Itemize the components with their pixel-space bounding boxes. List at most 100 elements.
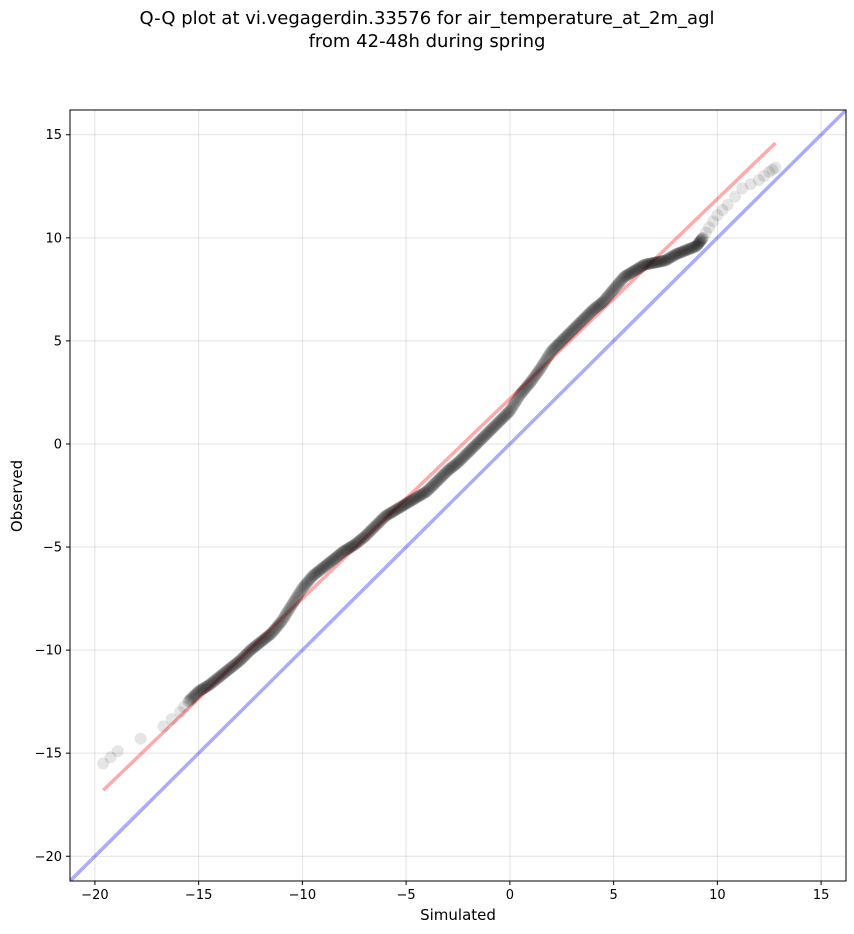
qq-point	[681, 243, 694, 256]
qq-point	[517, 384, 530, 397]
qq-point	[388, 504, 401, 517]
qq-point	[292, 587, 305, 600]
qq-point	[548, 341, 561, 354]
qq-point	[662, 252, 675, 265]
qq-point	[266, 625, 279, 638]
qq-point	[223, 662, 236, 675]
qq-point	[687, 241, 700, 254]
qq-point	[736, 182, 749, 195]
qq-point	[635, 260, 648, 273]
qq-point	[204, 677, 217, 690]
qq-point	[434, 471, 447, 484]
qq-point	[310, 567, 323, 580]
qq-point	[472, 435, 485, 448]
qq-point	[567, 322, 580, 335]
qq-point	[675, 245, 688, 258]
qq-point	[523, 377, 536, 390]
qq-point	[676, 245, 689, 258]
qq-point	[228, 659, 241, 672]
qq-point	[425, 481, 438, 494]
qq-point	[247, 642, 260, 655]
qq-point	[521, 380, 534, 393]
qq-point	[191, 686, 204, 699]
qq-point	[449, 458, 462, 471]
qq-point	[414, 488, 427, 501]
qq-point	[524, 376, 537, 389]
qq-point	[437, 469, 450, 482]
qq-point	[406, 494, 419, 507]
qq-point	[374, 515, 387, 528]
qq-point	[541, 350, 554, 363]
qq-point	[443, 463, 456, 476]
qq-point	[332, 549, 345, 562]
qq-point	[431, 475, 444, 488]
qq-point	[578, 312, 591, 325]
qq-point	[329, 552, 342, 565]
qq-point	[611, 279, 624, 292]
qq-point	[580, 309, 593, 322]
qq-point	[451, 457, 464, 470]
qq-point	[341, 543, 354, 556]
qq-point	[266, 626, 279, 639]
qq-point	[348, 538, 361, 551]
qq-point	[446, 460, 459, 473]
qq-point	[450, 457, 463, 470]
qq-point	[409, 492, 422, 505]
qq-point	[322, 557, 335, 570]
qq-point	[648, 256, 661, 269]
qq-point	[343, 542, 356, 555]
qq-point	[209, 673, 222, 686]
qq-point	[331, 549, 344, 562]
qq-point	[532, 365, 545, 378]
qq-point	[512, 391, 525, 404]
qq-point	[433, 472, 446, 485]
qq-point	[432, 474, 445, 487]
qq-point	[462, 446, 475, 459]
qq-point	[263, 628, 276, 641]
qq-point	[518, 383, 531, 396]
qq-point	[235, 653, 248, 666]
qq-point	[546, 344, 559, 357]
qq-point	[424, 481, 437, 494]
qq-point	[586, 304, 599, 317]
qq-point	[592, 299, 605, 312]
qq-point	[227, 659, 240, 672]
y-tick-label: 0	[54, 437, 62, 452]
qq-point	[336, 546, 349, 559]
qq-point	[305, 571, 318, 584]
qq-point	[364, 524, 377, 537]
qq-point	[237, 650, 250, 663]
qq-point	[471, 436, 484, 449]
qq-point	[464, 444, 477, 457]
qq-point	[267, 624, 280, 637]
qq-point	[658, 254, 671, 267]
qq-point	[492, 416, 505, 429]
qq-point	[318, 560, 331, 573]
qq-point	[351, 536, 364, 549]
qq-point	[439, 466, 452, 479]
qq-point	[542, 349, 555, 362]
qq-point	[235, 652, 248, 665]
qq-point	[371, 517, 384, 530]
qq-point	[250, 639, 263, 652]
qq-point	[193, 684, 206, 697]
qq-point	[200, 680, 213, 693]
qq-point	[244, 644, 257, 657]
qq-point	[246, 642, 259, 655]
qq-point	[490, 417, 503, 430]
qq-point	[637, 259, 650, 272]
qq-point	[240, 648, 253, 661]
qq-point	[649, 256, 662, 269]
qq-point	[420, 485, 433, 498]
qq-point	[404, 495, 417, 508]
qq-point	[221, 664, 234, 677]
qq-point	[529, 368, 542, 381]
qq-point	[691, 239, 704, 252]
qq-point	[557, 333, 570, 346]
qq-point	[358, 530, 371, 543]
qq-point	[262, 629, 275, 642]
qq-point	[631, 262, 644, 275]
qq-point	[187, 690, 200, 703]
qq-point	[111, 745, 124, 758]
qq-point	[302, 575, 315, 588]
